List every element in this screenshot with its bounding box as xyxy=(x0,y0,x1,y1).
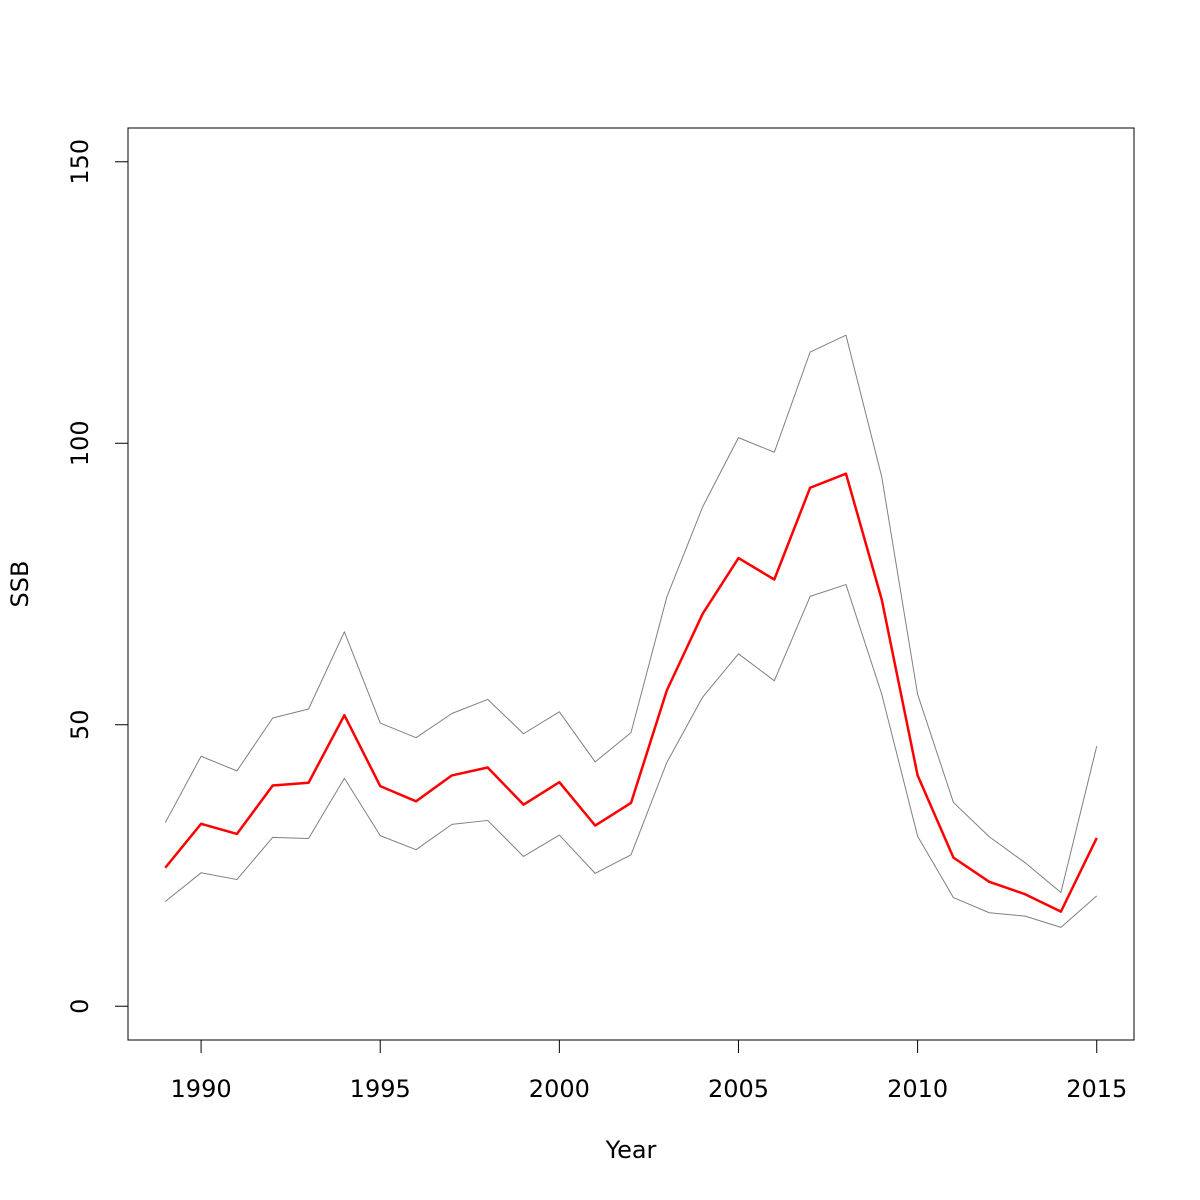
plot-frame xyxy=(127,127,1135,1041)
x-axis: 1990 1995 2000 2005 2010 2015 xyxy=(171,1039,1127,1103)
x-tick-label: 2000 xyxy=(529,1075,590,1103)
y-tick-label: 50 xyxy=(66,709,94,740)
x-tick-label: 2005 xyxy=(708,1075,769,1103)
series-line-upper xyxy=(164,334,1098,893)
x-tick-label: 2010 xyxy=(887,1075,948,1103)
x-axis-title: Year xyxy=(605,1136,657,1164)
y-axis: 0 50 100 150 xyxy=(66,139,129,1014)
series-line-lower xyxy=(164,584,1098,928)
series-layer xyxy=(164,334,1098,928)
y-axis-title: SSB xyxy=(6,561,34,608)
y-tick-label: 150 xyxy=(66,139,94,185)
series-line-estimate xyxy=(164,472,1098,913)
x-tick-label: 1990 xyxy=(171,1075,232,1103)
x-tick-label: 2015 xyxy=(1066,1075,1127,1103)
x-tick-label: 1995 xyxy=(350,1075,411,1103)
y-tick-label: 100 xyxy=(66,420,94,466)
y-tick-label: 0 xyxy=(66,999,94,1014)
